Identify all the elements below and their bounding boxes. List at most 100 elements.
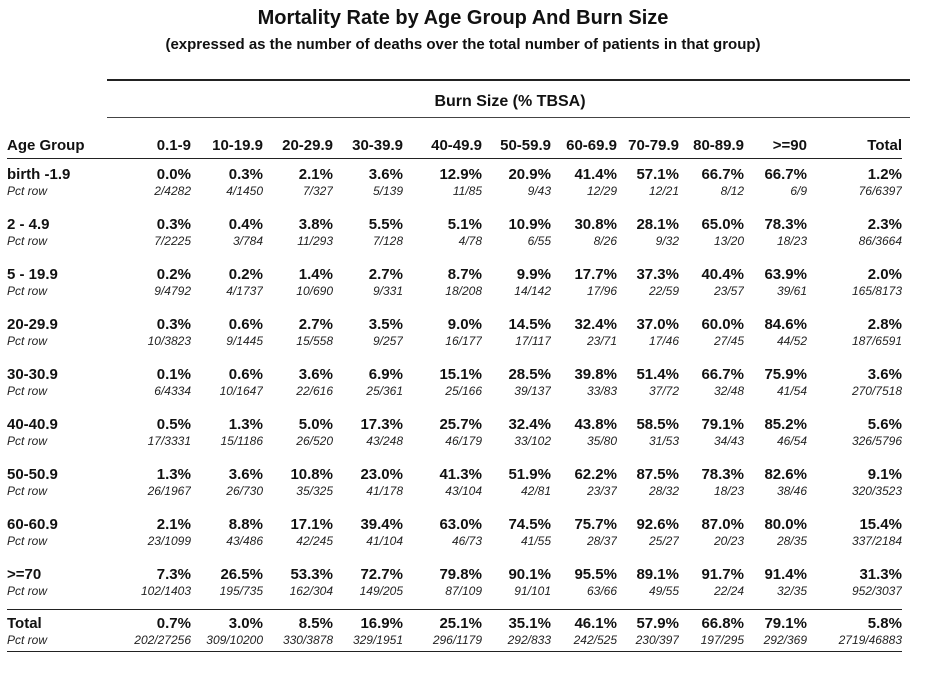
deaths-over-patients: 26/1967	[147, 484, 191, 498]
mortality-percent: 89.1%	[636, 566, 679, 583]
deaths-over-patients: 41/55	[520, 534, 551, 548]
mortality-percent: 0.3%	[156, 316, 191, 333]
deaths-over-patients: 8/26	[593, 234, 617, 248]
data-cell: 3.6% 26/730	[191, 459, 263, 509]
deaths-over-patients: 23/71	[586, 334, 617, 348]
deaths-over-patients: 2/4282	[154, 184, 191, 198]
deaths-over-patients: 25/166	[445, 384, 482, 398]
column-header: 70-79.9	[628, 137, 679, 154]
deaths-over-patients: 5/139	[372, 184, 403, 198]
mortality-percent: 57.9%	[636, 615, 679, 632]
column-header: 10-19.9	[212, 137, 263, 154]
deaths-over-patients: 13/20	[713, 234, 744, 248]
data-cell: 10.8% 35/325	[263, 459, 333, 509]
data-cell: 37.0% 17/46	[617, 309, 679, 359]
deaths-over-patients: 41/104	[366, 534, 403, 548]
data-cell: 5.6% 326/5796	[807, 409, 902, 459]
mortality-percent: 32.4%	[508, 416, 551, 433]
mortality-percent: 0.3%	[156, 216, 191, 233]
table-body: birth -1.9 Pct row 0.0% 2/4282 0.3% 4/1450 2.1…	[7, 159, 902, 652]
data-cell: 66.7% 6/9	[744, 159, 807, 210]
data-cell: 2.7% 15/558	[263, 309, 333, 359]
data-cell: 23.0% 41/178	[333, 459, 403, 509]
deaths-over-patients: 320/3523	[851, 484, 902, 498]
data-cell: 2.0% 165/8173	[807, 259, 902, 309]
deaths-over-patients: 42/81	[520, 484, 551, 498]
mortality-table: Age Group 0.1-9 10-19.9 20-29.9 30-39.9 40-49…	[7, 124, 902, 652]
data-cell: 8.5% 330/3878	[263, 610, 333, 652]
mortality-percent: 9.0%	[447, 316, 482, 333]
mortality-percent: 2.8%	[867, 316, 902, 333]
mortality-percent: 3.0%	[228, 615, 263, 632]
data-cell: 1.3% 26/1967	[109, 459, 191, 509]
mortality-percent: 9.1%	[867, 466, 902, 483]
mortality-percent: 0.6%	[228, 316, 263, 333]
data-cell: 2.1% 23/1099	[109, 509, 191, 559]
mortality-percent: 26.5%	[220, 566, 263, 583]
data-cell: 37.3% 22/59	[617, 259, 679, 309]
data-cell: 20.9% 9/43	[482, 159, 551, 210]
mortality-percent: 7.3%	[156, 566, 191, 583]
mortality-percent: 28.5%	[508, 366, 551, 383]
data-cell: 57.9% 230/397	[617, 610, 679, 652]
pct-row-label: Pct row	[7, 284, 48, 298]
data-cell: 0.5% 17/3331	[109, 409, 191, 459]
data-cell: 57.1% 12/21	[617, 159, 679, 210]
mortality-percent: 46.1%	[574, 615, 617, 632]
table-row: >=70 Pct row 7.3% 102/1403 26.5% 195/735 53.3%…	[7, 559, 902, 610]
table-row: 40-40.9 Pct row 0.5% 17/3331 1.3% 15/1186 5.0%…	[7, 409, 902, 459]
mortality-percent: 39.4%	[360, 516, 403, 533]
pct-row-label: Pct row	[7, 234, 48, 248]
mortality-percent: 16.9%	[360, 615, 403, 632]
data-cell: 66.7% 8/12	[679, 159, 744, 210]
mortality-percent: 3.6%	[228, 466, 263, 483]
deaths-over-patients: 9/331	[372, 284, 403, 298]
deaths-over-patients: 9/32	[655, 234, 679, 248]
data-cell: 41.4% 12/29	[551, 159, 617, 210]
data-cell: 89.1% 49/55	[617, 559, 679, 610]
deaths-over-patients: 43/248	[366, 434, 403, 448]
row-label-cell: 5 - 19.9 Pct row	[7, 259, 109, 309]
mortality-percent: 0.6%	[228, 366, 263, 383]
deaths-over-patients: 15/558	[296, 334, 333, 348]
mortality-percent: 66.8%	[701, 615, 744, 632]
data-cell: 62.2% 23/37	[551, 459, 617, 509]
age-group-label: birth -1.9	[7, 166, 71, 183]
column-header: 80-89.9	[693, 137, 744, 154]
deaths-over-patients: 49/55	[648, 584, 679, 598]
data-cell: 16.9% 329/1951	[333, 610, 403, 652]
deaths-over-patients: 46/179	[445, 434, 482, 448]
deaths-over-patients: 33/102	[514, 434, 551, 448]
mortality-percent: 0.3%	[228, 166, 263, 183]
mortality-percent: 10.9%	[508, 216, 551, 233]
mortality-percent: 10.8%	[290, 466, 333, 483]
deaths-over-patients: 42/245	[296, 534, 333, 548]
burn-size-group-header: Burn Size (% TBSA)	[434, 93, 586, 110]
mortality-percent: 0.7%	[156, 615, 191, 632]
age-group-label: 2 - 4.9	[7, 216, 50, 233]
pct-row-label: Pct row	[7, 534, 48, 548]
age-group-label: 50-50.9	[7, 466, 58, 483]
mortality-percent: 1.4%	[298, 266, 333, 283]
mortality-percent: 92.6%	[636, 516, 679, 533]
data-cell: 92.6% 25/27	[617, 509, 679, 559]
data-cell: 75.7% 28/37	[551, 509, 617, 559]
pct-row-label: Pct row	[7, 484, 48, 498]
mortality-percent: 41.4%	[574, 166, 617, 183]
mortality-percent: 78.3%	[764, 216, 807, 233]
deaths-over-patients: 20/23	[713, 534, 744, 548]
mortality-percent: 8.8%	[228, 516, 263, 533]
mortality-percent: 1.2%	[867, 166, 902, 183]
data-cell: 79.8% 87/109	[403, 559, 482, 610]
mortality-percent: 14.5%	[508, 316, 551, 333]
deaths-over-patients: 32/35	[776, 584, 807, 598]
mortality-percent: 78.3%	[701, 466, 744, 483]
mortality-percent: 53.3%	[290, 566, 333, 583]
mortality-percent: 75.9%	[764, 366, 807, 383]
deaths-over-patients: 15/1186	[220, 434, 264, 448]
column-header: Total	[867, 137, 902, 154]
mortality-percent: 17.3%	[360, 416, 403, 433]
table-row: 2 - 4.9 Pct row 0.3% 7/2225 0.4% 3/784 3.8% 11/…	[7, 209, 902, 259]
table-title: Mortality Rate by Age Group And Burn Siz…	[257, 7, 669, 29]
mortality-percent: 0.0%	[156, 166, 191, 183]
